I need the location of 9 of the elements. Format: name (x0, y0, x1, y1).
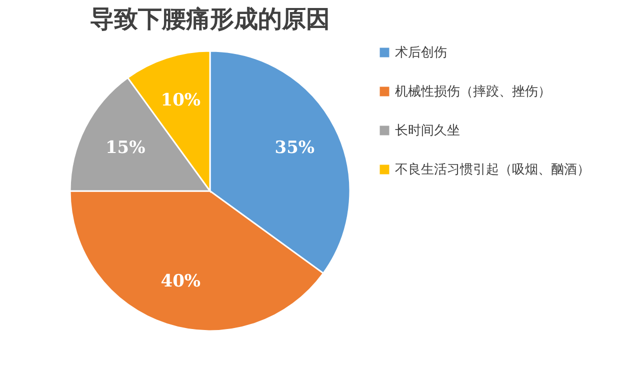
chart-title: 导致下腰痛形成的原因 (90, 5, 330, 33)
legend-label: 术后创伤 (395, 46, 447, 60)
legend-label: 不良生活习惯引起（吸烟、酗酒） (395, 162, 590, 178)
data-label: 10% (160, 90, 201, 111)
data-label: 35% (274, 138, 315, 158)
legend-label: 长时间久坐 (395, 124, 460, 138)
legend-label: 机械性损伤（摔跤、挫伤） (395, 84, 551, 100)
data-label: 40% (160, 271, 201, 292)
data-label: 15% (105, 138, 146, 158)
